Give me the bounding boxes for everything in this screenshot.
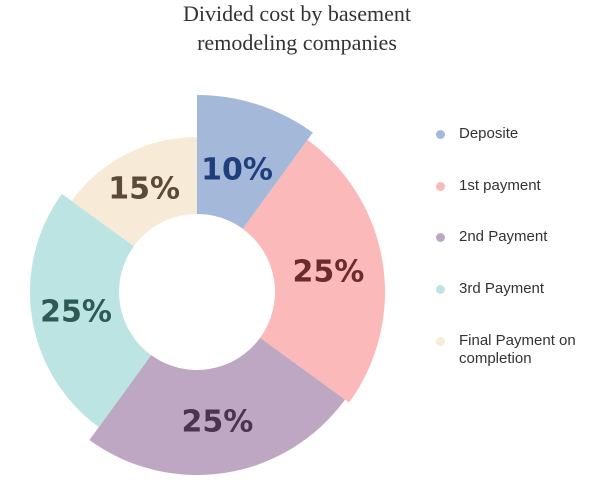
legend-label: 2nd Payment [459, 228, 548, 246]
legend-item: Final Payment on completion [436, 332, 594, 368]
slice-label: 10% [201, 152, 273, 187]
legend-label: 1st payment [459, 176, 541, 194]
legend-swatch [436, 233, 445, 243]
legend-item: 2nd Payment [436, 228, 594, 246]
legend-swatch [436, 130, 445, 139]
chart-title: Divided cost by basement [183, 1, 411, 26]
legend-item: Deposite [436, 125, 594, 143]
slice-label: 25% [292, 255, 364, 290]
donut-slice [29, 193, 152, 428]
donut-slice [71, 137, 197, 247]
legend-swatch [436, 181, 445, 191]
legend-item: 1st payment [436, 177, 594, 195]
legend-swatch [436, 285, 445, 295]
slice-label: 25% [182, 404, 254, 439]
legend-label: Final Payment on completion [459, 331, 576, 367]
legend-label: Deposite [459, 125, 519, 142]
legend-label: 3rd Payment [459, 280, 545, 298]
legend-item: 3rd Payment [436, 280, 594, 298]
donut-slice [89, 337, 346, 475]
chart-title: remodeling companies [197, 30, 397, 55]
donut-slice [197, 95, 313, 229]
slice-label: 25% [40, 295, 112, 330]
donut-slice [242, 139, 386, 403]
legend-swatch [436, 336, 445, 346]
slice-label: 15% [108, 172, 180, 207]
